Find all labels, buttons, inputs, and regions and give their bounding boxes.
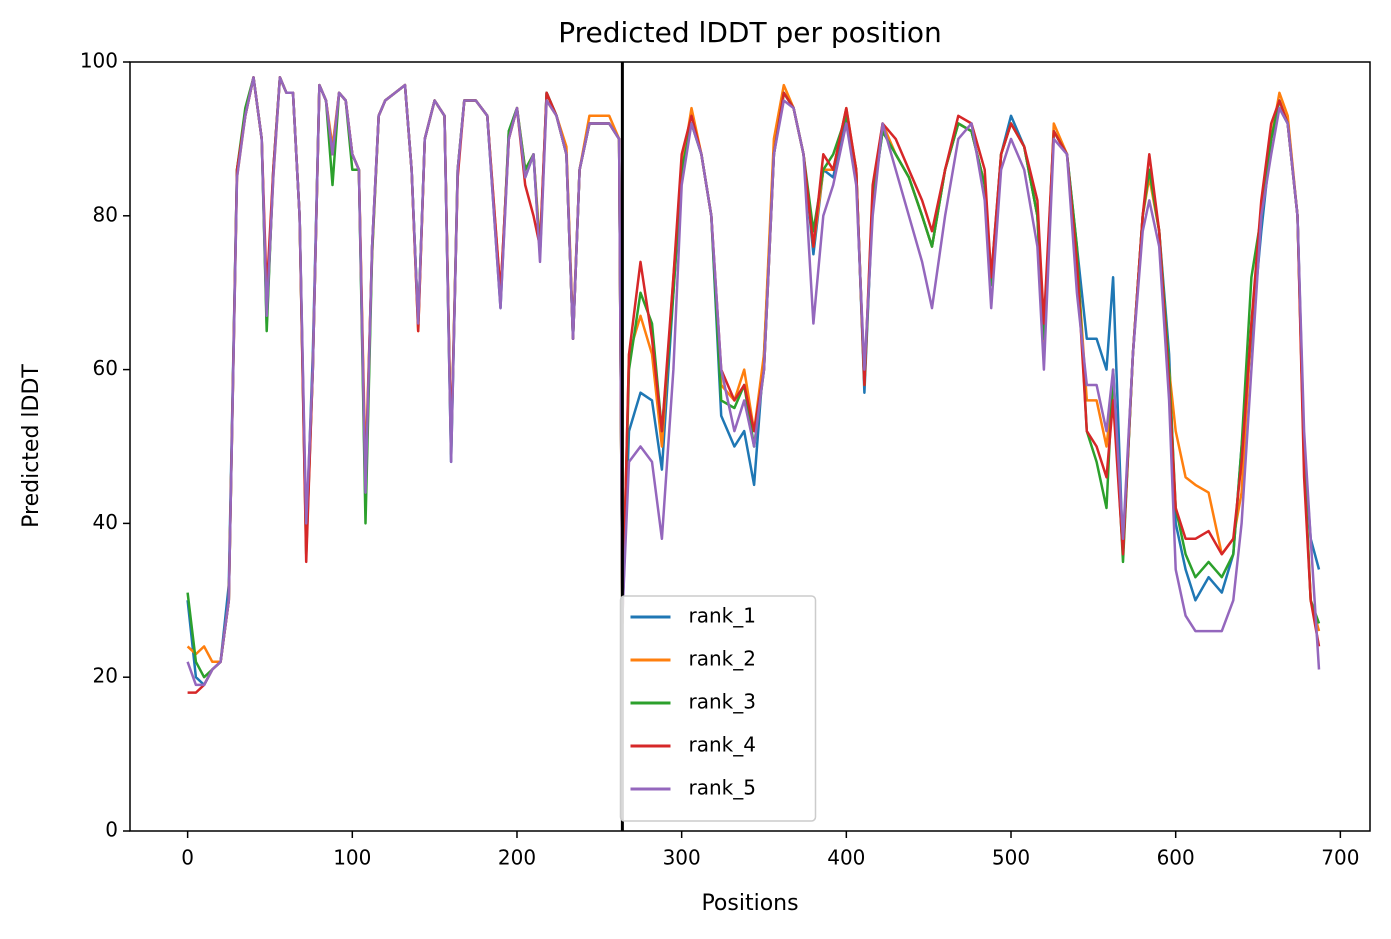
x-tick-label: 700 — [1321, 846, 1359, 870]
y-tick-label: 0 — [105, 818, 118, 842]
axes-frame — [129, 61, 1371, 832]
y-tick-label: 20 — [93, 664, 118, 688]
x-tick-label: 500 — [992, 846, 1030, 870]
plot-area — [186, 76, 1321, 694]
x-tick-label: 200 — [498, 846, 536, 870]
y-axis-label: Predicted lDDT — [19, 364, 44, 528]
y-tick-label: 80 — [93, 202, 118, 226]
legend-label: rank_5 — [689, 776, 756, 800]
x-tick-label: 400 — [827, 846, 865, 870]
x-axis-label: Positions — [701, 891, 798, 916]
legend-label: rank_3 — [689, 690, 756, 714]
y-tick-label: 100 — [80, 49, 118, 73]
y-tick-label: 40 — [93, 510, 118, 534]
legend-label: rank_4 — [689, 733, 756, 757]
legend-box — [619, 595, 817, 822]
y-tick-label: 60 — [93, 356, 118, 380]
chart-title: Predicted lDDT per position — [558, 16, 942, 49]
x-tick-label: 0 — [181, 846, 194, 870]
legend: rank_1 rank_2 rank_3 rank_4 rank_5 — [619, 595, 817, 822]
x-tick-label: 300 — [663, 846, 701, 870]
legend-label: rank_1 — [689, 604, 756, 628]
x-tick-label: 100 — [333, 846, 371, 870]
series-line — [186, 76, 1321, 687]
x-tick-label: 600 — [1157, 846, 1195, 870]
legend-label: rank_2 — [689, 647, 756, 671]
